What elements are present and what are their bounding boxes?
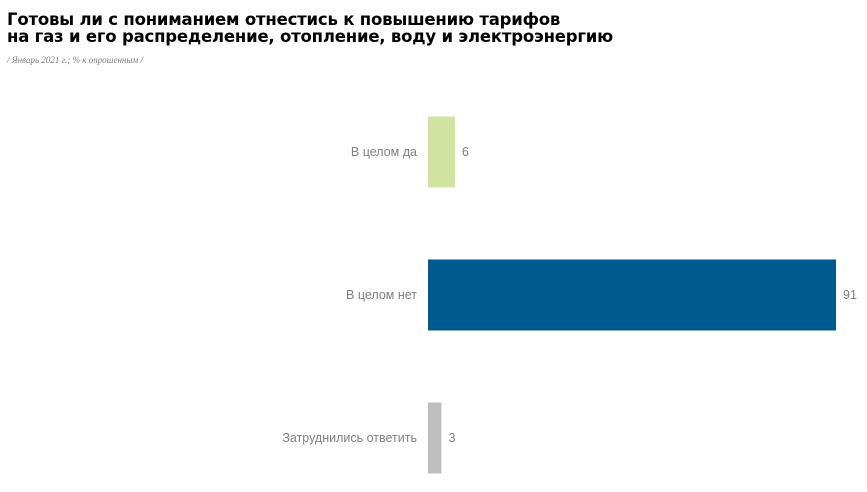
bar [428,259,836,331]
chart-title-line-2: на газ и его распределение, отопление, в… [7,27,614,46]
data-label: 91 [843,288,857,302]
category-label: В целом да [351,145,417,159]
bar [428,402,442,474]
bar [428,116,455,188]
category-label: Затруднились ответить [282,431,417,445]
data-label: 6 [462,145,469,159]
data-label: 3 [448,431,455,445]
category-label: В целом нет [346,288,417,302]
chart-title-line-1: Готовы ли с пониманием отнестись к повыш… [7,10,561,29]
chart-subtitle: / Январь 2021 г.; % к опрошенным / [7,55,143,65]
chart-title: Готовы ли с пониманием отнестись к повыш… [7,11,857,45]
